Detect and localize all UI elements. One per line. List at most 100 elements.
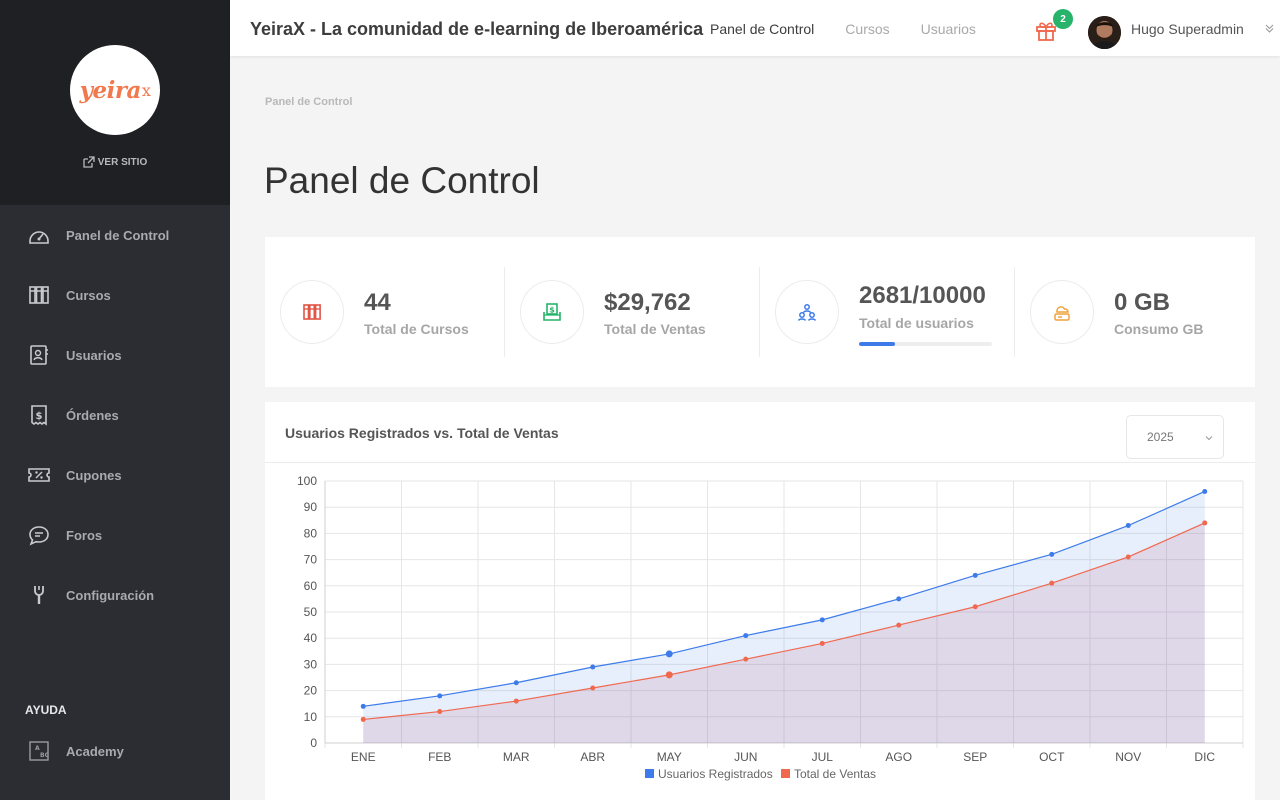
data-point (972, 604, 978, 610)
sidebar-nav: Panel de Control Cursos Usuarios $ Órden… (0, 205, 230, 625)
top-nav-panel-de-control[interactable]: Panel de Control (710, 21, 815, 37)
stat-total-usuarios: 2681/10000 Total de usuarios (775, 267, 1015, 357)
coupon-icon (28, 464, 50, 486)
money-icon: $ (543, 303, 561, 321)
logo-text: yeirax (79, 76, 151, 104)
stat-label: Consumo GB (1114, 321, 1204, 337)
data-point (1125, 554, 1131, 560)
wrench-icon (28, 584, 50, 606)
users-icon (797, 304, 817, 321)
x-tick-label: ENE (351, 750, 376, 764)
svg-text:$: $ (36, 411, 43, 422)
receipt-icon: $ (28, 404, 50, 426)
sidebar-item-panel-de-control[interactable]: Panel de Control (0, 205, 230, 265)
stat-total-ventas: $ $29,762 Total de Ventas (520, 267, 755, 357)
stat-icon-circle (1030, 280, 1094, 344)
chevron-down-icon[interactable] (1265, 24, 1274, 33)
stat-icon-circle: $ (520, 280, 584, 344)
y-tick-label: 10 (304, 710, 318, 724)
users-progress-fill (859, 342, 895, 346)
top-nav: Panel de Control Cursos Usuarios (710, 21, 976, 37)
stat-total-cursos: 44 Total de Cursos (280, 267, 505, 357)
chart-header: Usuarios Registrados vs. Total de Ventas… (265, 402, 1255, 463)
legend-label: Total de Ventas (794, 767, 876, 781)
logo[interactable]: yeirax (70, 45, 160, 135)
sidebar-item-label: Panel de Control (66, 227, 170, 243)
line-chart: 0 10 20 30 40 50 60 70 80 90 100 ENE FEB MAR ABR MAY JUN… (297, 474, 1244, 781)
sidebar-item-usuarios[interactable]: Usuarios (0, 325, 230, 385)
notification-badge: 2 (1053, 9, 1073, 29)
x-tick-label: JUN (734, 750, 757, 764)
data-point (819, 617, 825, 623)
x-tick-label: NOV (1115, 750, 1141, 764)
sidebar-item-academy[interactable]: A BC Academy (0, 721, 230, 781)
y-tick-label: 60 (304, 579, 318, 593)
sidebar-item-ordenes[interactable]: $ Órdenes (0, 385, 230, 445)
sidebar-item-foros[interactable]: Foros (0, 505, 230, 565)
sidebar-item-label: Academy (66, 743, 124, 759)
y-tick-label: 70 (304, 553, 318, 567)
stat-label: Total de usuarios (859, 315, 974, 331)
data-point (972, 572, 978, 578)
data-point (590, 685, 596, 691)
chart-title: Usuarios Registrados vs. Total de Ventas (285, 425, 559, 441)
stats-card: 44 Total de Cursos $ $29,762 Total de Ve… (265, 237, 1255, 387)
series-area-1 (363, 491, 1205, 743)
user-name[interactable]: Hugo Superadmin (1131, 21, 1244, 37)
chart-card: Usuarios Registrados vs. Total de Ventas… (265, 402, 1255, 800)
chevron-down-icon (1205, 436, 1213, 441)
data-point (743, 633, 749, 639)
sidebar-item-cupones[interactable]: Cupones (0, 445, 230, 505)
x-tick-label: AGO (885, 750, 912, 764)
cloud-storage-icon (1054, 306, 1070, 321)
data-point (819, 640, 825, 646)
data-point (437, 693, 443, 699)
y-tick-label: 50 (304, 605, 318, 619)
x-tick-label: MAY (657, 750, 682, 764)
y-tick-label: 0 (310, 736, 317, 750)
svg-text:$: $ (549, 306, 555, 315)
breadcrumb[interactable]: Panel de Control (265, 96, 353, 108)
books-icon (303, 304, 321, 320)
stat-icon-circle (280, 280, 344, 344)
data-point (1202, 520, 1208, 526)
x-tick-label: ABR (580, 750, 605, 764)
data-point (513, 680, 519, 686)
data-point (360, 716, 366, 722)
top-nav-cursos[interactable]: Cursos (845, 21, 890, 37)
data-point (1125, 523, 1131, 529)
sidebar-item-label: Órdenes (66, 407, 119, 423)
sidebar: yeirax VER SITIO Panel de Control Cursos… (0, 0, 230, 800)
x-tick-label: MAR (503, 750, 530, 764)
sidebar-item-configuracion[interactable]: Configuración (0, 565, 230, 625)
data-point (360, 703, 366, 709)
x-tick-label: SEP (963, 750, 987, 764)
data-point (665, 650, 673, 658)
stat-icon-circle (775, 280, 839, 344)
series-line-2 (363, 522, 1205, 721)
year-select-value: 2025 (1147, 430, 1174, 444)
user-card-icon (28, 344, 50, 366)
top-header: YeiraX - La comunidad de e-learning de I… (230, 0, 1280, 56)
y-tick-label: 90 (304, 500, 318, 514)
speedometer-icon (28, 224, 50, 246)
data-point (1049, 551, 1055, 557)
year-select[interactable]: 2025 (1126, 415, 1224, 459)
avatar[interactable] (1088, 16, 1121, 49)
sidebar-item-cursos[interactable]: Cursos (0, 265, 230, 325)
data-point (665, 671, 673, 679)
help-section-title: AYUDA (25, 703, 67, 717)
svg-text:A: A (35, 745, 40, 752)
sidebar-item-label: Configuración (66, 587, 155, 603)
academy-icon: A BC (28, 740, 50, 762)
y-tick-label: 100 (297, 474, 317, 488)
data-point (590, 664, 596, 670)
stat-label: Total de Cursos (364, 321, 469, 337)
top-nav-usuarios[interactable]: Usuarios (920, 21, 976, 37)
stat-divider (1014, 267, 1015, 357)
gift-icon[interactable] (1034, 18, 1058, 42)
series-area-2 (363, 522, 1205, 743)
data-point (1049, 580, 1055, 586)
view-site-link[interactable]: VER SITIO (0, 156, 230, 168)
sidebar-item-label: Cursos (66, 287, 111, 303)
